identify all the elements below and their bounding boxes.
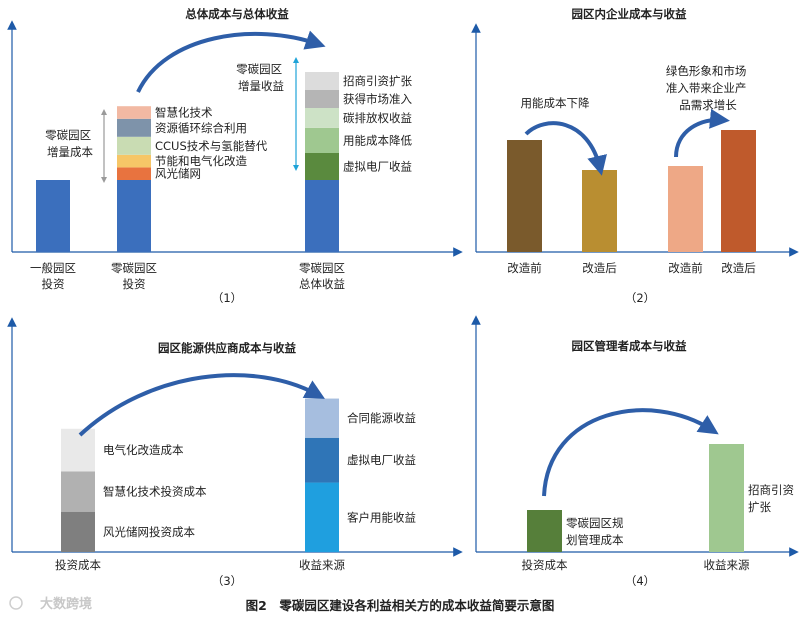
panel-2-left-annotation: 用能成本下降 [521,96,590,110]
panel-4-title: 园区管理者成本与收益 [572,339,687,353]
panel-3: 园区能源供应商成本与收益 风光储网投资成本智慧化技术投资成本电气化改造成本客户用… [7,317,463,588]
panel-1-segment-label-2-4: 获得市场准入 [343,92,412,106]
panel-4-segment-labels: 零碳园区规划管理成本 招商引资扩张 [566,483,794,547]
panel-4-label: （4） [625,574,655,588]
panel-1-segment-label-2-1: 虚拟电厂收益 [343,160,412,174]
panel-4-bars [527,444,744,552]
panel-3-bar-1-segment-0 [305,482,339,552]
panel-2-tick-label-2: 改造前 [668,261,703,275]
panel-1-segment-label-2-5: 招商引资扩张 [343,74,412,88]
panel-3-segment-labels: 风光储网投资成本智慧化技术投资成本电气化改造成本客户用能收益虚拟电厂收益合同能源… [103,411,416,539]
watermark-text: 大数跨境 [40,596,92,612]
panel-3-bar-1-segment-1 [305,437,339,483]
panel-1-cost-annotation: 零碳园区 增量成本 [45,128,95,159]
panel-1-bars [36,72,339,252]
panel-4-segment-label-0-0: 零碳园区规划管理成本 [566,516,624,547]
panel-3-tick-label-0: 投资成本 [55,558,101,572]
panel-4-tick-label-1: 收益来源 [704,558,750,572]
panel-2-bar-2 [668,166,703,252]
panel-2: 园区内企业成本与收益 改造前 改造后 改造前 改造后 用能成本下降 绿色形象和市场 准… [471,7,799,305]
panel-2-right-annotation: 绿色形象和市场 准入带来企业产 品需求增长 [666,64,750,112]
panel-1-segment-label-1-1: 风光储网 [155,167,201,181]
panel-1-revenue-annotation: 零碳园区 增量收益 [236,62,286,93]
panel-1-segment-label-2-3: 碳排放权收益 [343,111,412,125]
panel-1-bar-2-segment-5 [305,72,339,90]
panel-1-bar-1-segment-0 [117,180,151,252]
panel-4-tick-labels: 投资成本 收益来源 [522,558,750,572]
panel-3-bar-0-segment-1 [61,471,95,512]
panel-1-bar-1-segment-1 [117,167,151,180]
panel-1-bar-2-segment-4 [305,90,339,108]
panel-3-segment-label-1-2: 合同能源收益 [347,411,416,425]
panel-4-bar-0-segment-0 [527,510,562,552]
panel-2-tick-label-3: 改造后 [721,261,756,275]
panel-3-title: 园区能源供应商成本与收益 [158,341,296,355]
panel-1: 总体成本与总体收益 风光储网节能和电气化改造CCUS技术与氢能替代资源循环综合利… [7,7,463,305]
panel-3-segment-label-1-0: 客户用能收益 [347,510,416,524]
panel-3-segment-label-1-1: 虚拟电厂收益 [347,453,416,467]
panel-1-bar-2-segment-3 [305,108,339,128]
panel-2-bar-1 [582,170,617,252]
panel-3-segment-label-0-1: 智慧化技术投资成本 [103,485,207,499]
panel-1-bar-2-segment-2 [305,127,339,153]
panel-3-bar-0-segment-0 [61,511,95,552]
panel-3-bar-0-segment-2 [61,428,95,472]
panel-1-segment-label-1-3: CCUS技术与氢能替代 [155,139,268,153]
panel-1-segment-labels: 风光储网节能和电气化改造CCUS技术与氢能替代资源循环综合利用智慧化技术虚拟电厂… [155,74,412,181]
panel-2-left-curved-arrow [524,121,607,176]
panel-4-tick-label-0: 投资成本 [522,558,568,572]
panel-1-bar-0-segment-0 [36,180,70,252]
panel-1-tick-label-2: 零碳园区总体收益 [299,261,345,291]
panel-1-tick-labels: 一般园区投资 零碳园区投资 零碳园区总体收益 [30,261,345,291]
panel-4-curved-arrow [542,408,719,497]
panel-1-segment-label-1-5: 智慧化技术 [155,106,213,120]
panel-2-title: 园区内企业成本与收益 [572,7,687,21]
watermark: 大数跨境 [9,596,92,612]
panel-2-bar-0 [507,140,542,252]
panel-1-bar-1-segment-2 [117,154,151,168]
panel-3-bars [61,398,339,552]
panel-1-bar-2-segment-0 [305,180,339,252]
panel-2-right-curved-arrow [674,108,730,158]
panel-3-bar-1-segment-2 [305,398,339,438]
watermark-logo-icon [9,596,23,610]
panel-1-curved-arrow [136,30,326,93]
panel-3-curved-arrow [78,373,325,437]
panel-2-label: （2） [625,291,655,305]
panel-1-tick-label-0: 一般园区投资 [30,261,76,291]
panel-1-label: （1） [212,291,242,305]
panel-1-segment-label-2-2: 用能成本降低 [343,133,412,147]
panel-1-tick-label-1: 零碳园区投资 [111,261,157,291]
panel-1-title: 总体成本与总体收益 [185,7,289,21]
figure-caption: 图2 零碳园区建设各利益相关方的成本收益简要示意图 [246,598,555,613]
panel-2-bars [507,130,756,252]
panel-4-segment-label-1-0: 招商引资扩张 [748,483,794,514]
panel-1-bar-1-segment-4 [117,118,151,137]
panel-1-segment-label-1-2: 节能和电气化改造 [155,154,247,168]
panel-1-bar-1-segment-5 [117,106,151,119]
panel-4-bar-1-segment-0 [709,444,744,552]
panel-1-segment-label-1-4: 资源循环综合利用 [155,121,247,135]
panel-1-bar-1-segment-3 [117,136,151,155]
panel-2-tick-label-1: 改造后 [582,261,617,275]
panel-3-label: （3） [212,574,242,588]
panel-2-tick-label-0: 改造前 [507,261,542,275]
panel-3-segment-label-0-0: 风光储网投资成本 [103,525,195,539]
panel-3-tick-labels: 投资成本 收益来源 [55,558,345,572]
panel-2-bar-3 [721,130,756,252]
panel-4: 园区管理者成本与收益 零碳园区规划管理成本 招商引资扩张 投资成本 收益来源 （4） [471,315,799,588]
panel-1-bar-2-segment-1 [305,153,339,180]
panel-2-tick-labels: 改造前 改造后 改造前 改造后 [507,261,756,275]
panel-3-tick-label-1: 收益来源 [299,558,345,572]
panel-3-segment-label-0-2: 电气化改造成本 [103,443,184,457]
